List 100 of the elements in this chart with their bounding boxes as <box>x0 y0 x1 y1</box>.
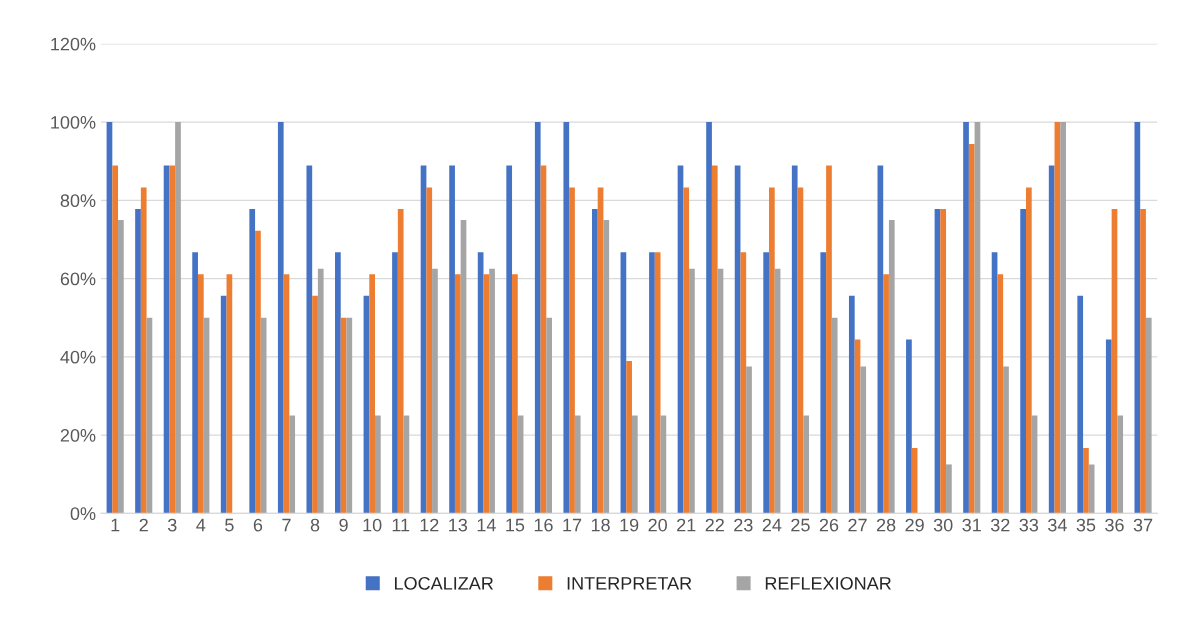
bar <box>1060 122 1066 514</box>
bar <box>169 165 176 514</box>
bar <box>946 464 952 514</box>
y-tick-label: 40% <box>60 350 96 364</box>
x-tick-label: 13 <box>449 518 468 532</box>
x-tick-label: 33 <box>1019 518 1039 532</box>
y-tick-label: 80% <box>60 194 96 208</box>
bar <box>820 252 827 514</box>
bar <box>763 252 770 514</box>
x-tick-label: 25 <box>791 518 810 532</box>
bar <box>140 187 147 514</box>
x-tick-label: 31 <box>962 518 981 532</box>
bar <box>591 208 598 514</box>
bar <box>546 317 553 514</box>
bar <box>603 219 610 514</box>
x-tick-label: 12 <box>420 518 439 532</box>
bar <box>1025 187 1032 514</box>
x-tick-label: 7 <box>282 518 291 532</box>
x-tick-label: 29 <box>905 518 924 532</box>
x-tick-label: 10 <box>363 518 382 532</box>
bar <box>848 295 855 514</box>
x-tick-label: 26 <box>819 518 839 532</box>
y-tick-label: 60% <box>60 272 96 286</box>
x-tick-label: 35 <box>1076 518 1096 532</box>
bar <box>1083 447 1089 514</box>
bar <box>1117 415 1124 514</box>
y-tick-label: 100% <box>51 116 96 129</box>
x-tick-label: 24 <box>762 518 782 532</box>
x-tick-label: 27 <box>848 518 867 532</box>
bar <box>249 208 256 514</box>
bar <box>906 339 912 514</box>
bar <box>740 252 747 514</box>
bar <box>963 122 969 514</box>
bar <box>968 143 975 514</box>
bar <box>306 165 313 514</box>
x-tick-label: 16 <box>534 518 553 532</box>
bar <box>112 165 119 514</box>
bar <box>346 317 353 514</box>
x-tick-label: 30 <box>933 518 953 532</box>
bar <box>631 415 638 514</box>
bar <box>791 165 798 514</box>
bar <box>711 165 718 514</box>
x-tick-label: 32 <box>990 518 1010 532</box>
bar <box>563 122 570 514</box>
bar <box>769 187 775 514</box>
x-tick-label: 6 <box>253 518 263 532</box>
bar <box>831 317 838 514</box>
bar <box>706 122 712 514</box>
bar <box>534 122 541 514</box>
bar <box>654 252 661 514</box>
x-tick-label: 36 <box>1105 518 1124 532</box>
bar <box>1003 366 1009 514</box>
x-tick-label: 37 <box>1133 518 1153 532</box>
bar <box>289 415 296 514</box>
bar <box>489 268 495 514</box>
bar <box>826 165 832 514</box>
x-tick-label: 21 <box>677 518 696 532</box>
bar <box>883 274 889 514</box>
bar <box>454 274 461 514</box>
bar <box>1048 165 1055 514</box>
bar <box>135 208 141 514</box>
bar <box>1134 122 1141 514</box>
bar <box>1145 317 1152 514</box>
y-tick-label: 20% <box>60 429 96 442</box>
bar <box>689 268 695 514</box>
y-tick-label: 0% <box>70 507 96 521</box>
x-tick-label: 20 <box>648 518 667 532</box>
bar <box>574 415 581 514</box>
bar <box>197 274 204 514</box>
bar <box>626 361 632 514</box>
x-tick-label: 23 <box>734 518 753 532</box>
bar <box>432 268 438 514</box>
x-tick-label: 9 <box>339 518 348 532</box>
x-tick-label: 15 <box>506 518 525 532</box>
legend-label: INTERPRETAR <box>567 577 692 590</box>
bar <box>569 187 575 514</box>
bar <box>940 208 947 514</box>
x-tick-label: 34 <box>1048 518 1067 532</box>
bar <box>860 366 867 514</box>
bar <box>512 274 518 514</box>
bar <box>118 219 124 514</box>
bar <box>1088 464 1095 514</box>
x-tick-label: 11 <box>392 518 410 532</box>
bar <box>335 252 341 514</box>
x-tick-label: 28 <box>876 518 896 532</box>
bar <box>1077 295 1084 514</box>
bar <box>255 230 261 514</box>
bar <box>1140 208 1146 514</box>
bar <box>175 122 181 514</box>
x-tick-label: 4 <box>196 518 206 532</box>
bar <box>317 268 324 514</box>
x-tick-label: 19 <box>620 518 639 532</box>
bar <box>449 165 455 514</box>
bar <box>649 252 655 514</box>
bar <box>375 415 381 514</box>
x-tick-label: 18 <box>591 518 610 532</box>
bar <box>192 252 198 514</box>
bar <box>312 295 318 514</box>
y-tick-label: 120% <box>51 37 96 51</box>
bar <box>1105 339 1112 514</box>
